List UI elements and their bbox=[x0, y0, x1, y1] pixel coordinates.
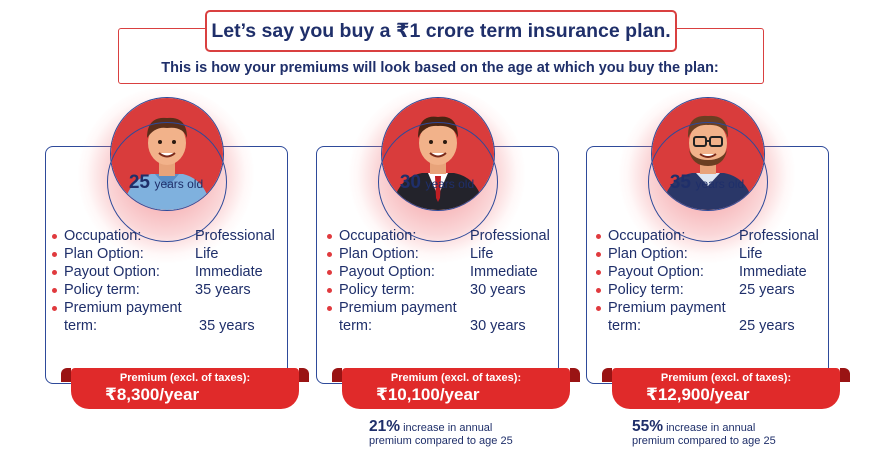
premium-value: ₹10,100/year bbox=[376, 385, 480, 404]
detail-occupation: Occupation: Professional bbox=[596, 227, 836, 245]
detail-occupation: Occupation: Professional bbox=[52, 227, 292, 245]
premium-label: Premium (excl. of taxes): bbox=[390, 372, 522, 384]
detail-payout-option: Payout Option: Immediate bbox=[52, 263, 292, 281]
age-value: 30 bbox=[399, 172, 421, 193]
detail-occupation: Occupation: Professional bbox=[327, 227, 567, 245]
premium-label: Premium (excl. of taxes): bbox=[119, 372, 251, 384]
bullet-icon bbox=[327, 234, 332, 239]
headline: Let’s say you buy a ₹1 crore term insura… bbox=[205, 10, 677, 52]
detail-plan-option: Plan Option: Life bbox=[327, 245, 567, 263]
detail-premium-payment-term: Premium payment bbox=[327, 299, 567, 317]
headline-text: Let’s say you buy a ₹1 crore term insura… bbox=[211, 20, 671, 42]
age-badge-25: 25 years old bbox=[96, 172, 236, 194]
increase-note-35: 55% increase in annual premium compared … bbox=[632, 418, 776, 447]
increase-note-30: 21% increase in annual premium compared … bbox=[369, 418, 513, 447]
bullet-icon bbox=[327, 288, 332, 293]
bullet-icon bbox=[596, 288, 601, 293]
premium-banner-30: Premium (excl. of taxes): ₹10,100/year bbox=[332, 368, 580, 409]
age-badge-35: 35 years old bbox=[637, 172, 777, 194]
bullet-icon bbox=[596, 306, 601, 311]
bullet-icon bbox=[52, 234, 57, 239]
age-badge-ring bbox=[107, 122, 227, 242]
age-unit: years old bbox=[425, 177, 475, 191]
increase-percent: 21% bbox=[369, 418, 401, 435]
age-value: 35 bbox=[669, 172, 691, 193]
bullet-icon bbox=[52, 270, 57, 275]
age-unit: years old bbox=[154, 177, 204, 191]
bullet-icon bbox=[327, 252, 332, 257]
detail-plan-option: Plan Option: Life bbox=[596, 245, 836, 263]
detail-premium-payment-term: Premium payment bbox=[596, 299, 836, 317]
subheadline: This is how your premiums will look base… bbox=[161, 60, 719, 76]
bullet-icon bbox=[52, 252, 57, 257]
detail-plan-option: Plan Option: Life bbox=[52, 245, 292, 263]
detail-payout-option: Payout Option: Immediate bbox=[327, 263, 567, 281]
detail-policy-term: Policy term: 35 years bbox=[52, 281, 292, 299]
premium-value: ₹8,300/year bbox=[105, 385, 200, 404]
bullet-icon bbox=[327, 306, 332, 311]
premium-value: ₹12,900/year bbox=[646, 385, 750, 404]
bullet-icon bbox=[596, 234, 601, 239]
plan-details-25: Occupation: Professional Plan Option: Life… bbox=[52, 227, 292, 335]
bullet-icon bbox=[327, 270, 332, 275]
age-value: 25 bbox=[128, 172, 150, 193]
age-badge-ring bbox=[648, 122, 768, 242]
detail-policy-term: Policy term: 30 years bbox=[327, 281, 567, 299]
premium-label: Premium (excl. of taxes): bbox=[660, 372, 792, 384]
premium-banner-25: Premium (excl. of taxes): ₹8,300/year bbox=[61, 368, 309, 409]
plan-details-35: Occupation: Professional Plan Option: Life… bbox=[596, 227, 836, 335]
detail-payout-option: Payout Option: Immediate bbox=[596, 263, 836, 281]
bullet-icon bbox=[52, 288, 57, 293]
detail-policy-term: Policy term: 25 years bbox=[596, 281, 836, 299]
bullet-icon bbox=[596, 252, 601, 257]
age-badge-30: 30 years old bbox=[367, 172, 507, 194]
bullet-icon bbox=[52, 306, 57, 311]
age-badge-ring bbox=[378, 122, 498, 242]
plan-details-30: Occupation: Professional Plan Option: Life… bbox=[327, 227, 567, 335]
detail-premium-payment-term: Premium payment bbox=[52, 299, 292, 317]
increase-percent: 55% bbox=[632, 418, 664, 435]
age-unit: years old bbox=[695, 177, 745, 191]
premium-banner-35: Premium (excl. of taxes): ₹12,900/year bbox=[602, 368, 850, 409]
bullet-icon bbox=[596, 270, 601, 275]
